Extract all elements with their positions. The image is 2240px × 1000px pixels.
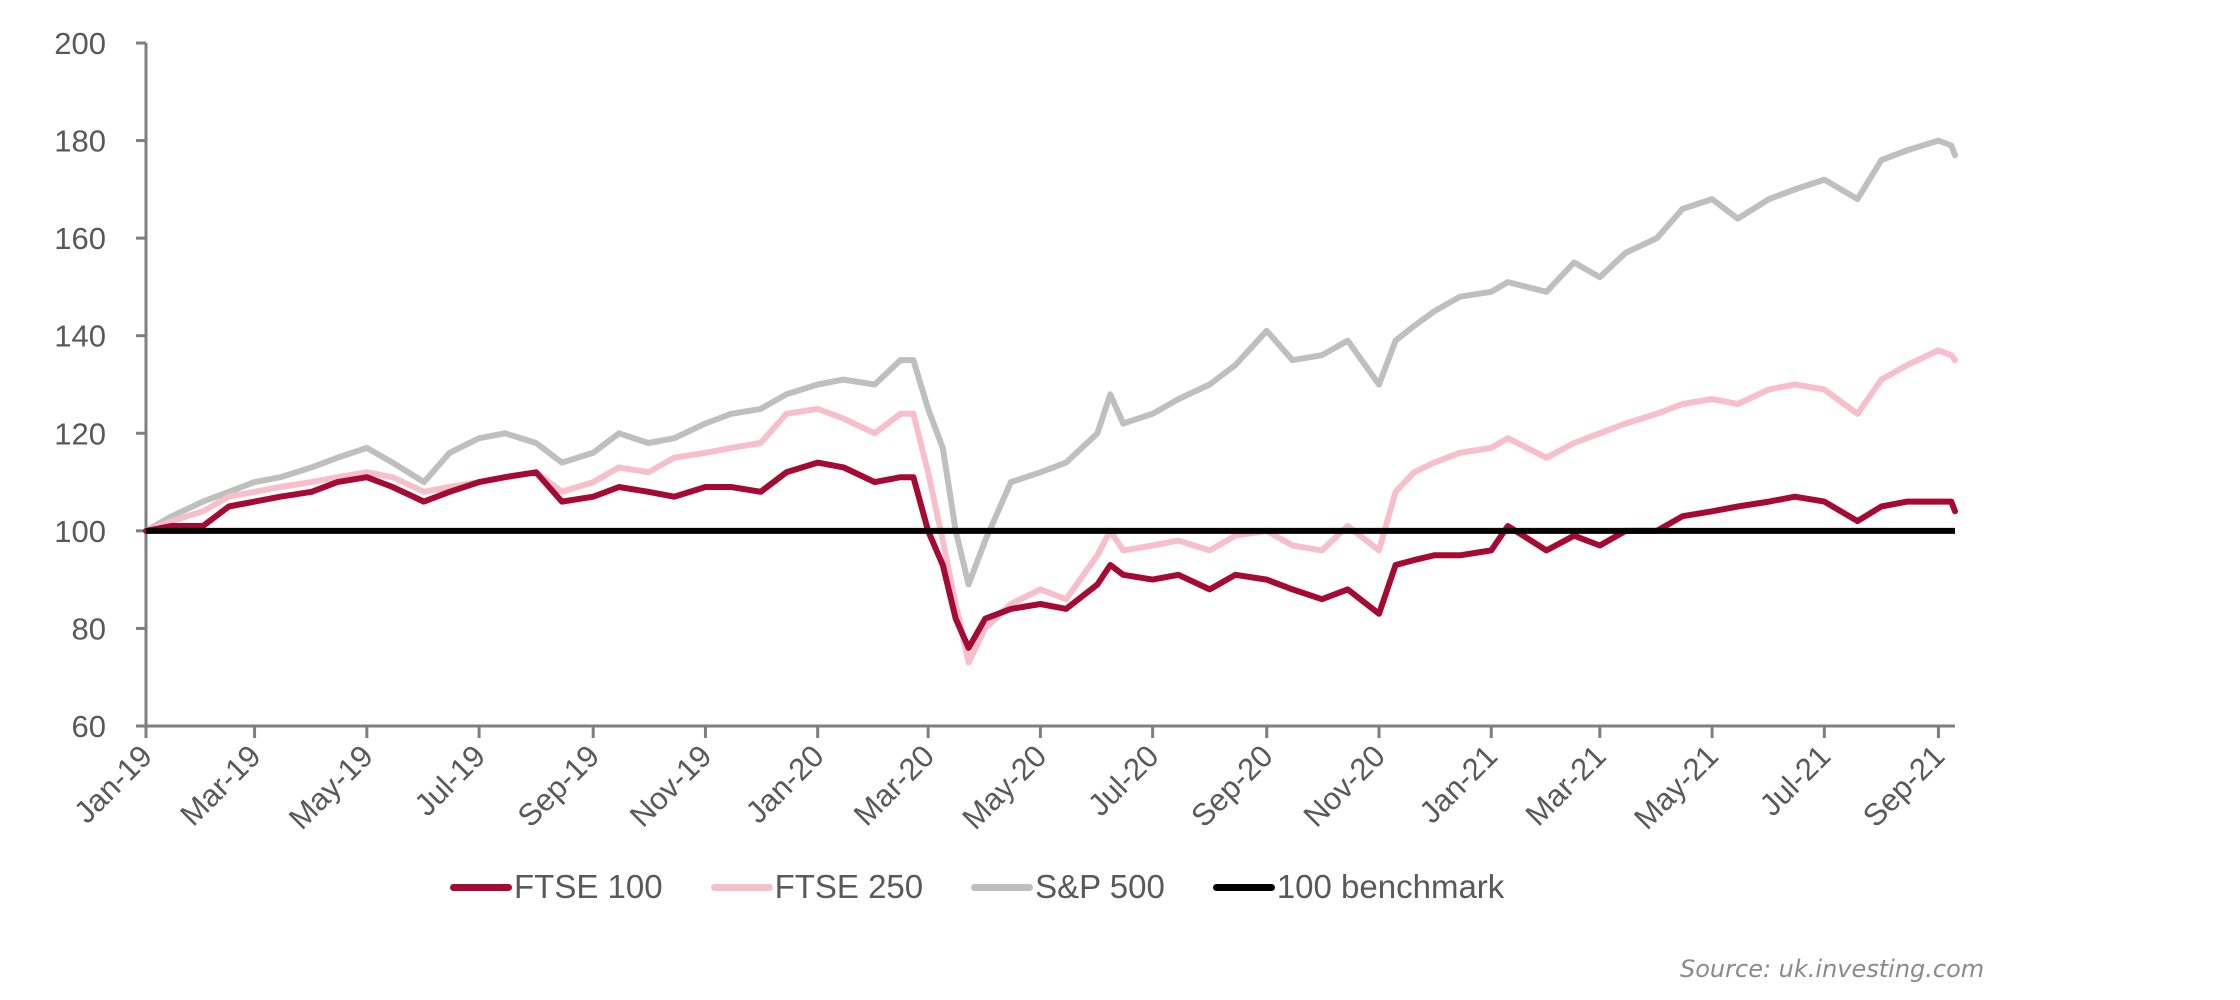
legend-item-sp500: S&P 500: [971, 868, 1165, 906]
x-tick-label: Mar-19: [173, 738, 267, 832]
legend-label-ftse250: FTSE 250: [774, 868, 924, 905]
y-tick-label: 120: [54, 416, 106, 451]
y-tick-label: 100: [54, 514, 106, 549]
x-tick-label: Jan-19: [67, 738, 159, 830]
source-note: Source: uk.investing.com: [1680, 955, 1985, 983]
x-tick-label: Sep-21: [1856, 738, 1951, 833]
x-tick-label: May-19: [282, 738, 380, 836]
legend-label-benchmark: 100 benchmark: [1276, 868, 1505, 905]
x-tick-label: Jul-21: [1753, 738, 1837, 822]
y-axis: 60 80 100 120 140 160 180 200: [54, 26, 148, 744]
x-tick-label: Mar-21: [1519, 738, 1613, 832]
legend-item-ftse250: FTSE 250: [710, 868, 924, 906]
y-tick-label: 60: [72, 709, 106, 744]
y-tick-label: 160: [54, 221, 106, 256]
series-line-sp500: [143, 137, 1958, 588]
legend-label-sp500: S&P 500: [1035, 868, 1165, 905]
legend-swatch-benchmark: [1212, 883, 1275, 891]
x-tick-label: Jan-21: [1412, 738, 1504, 830]
series-line-ftse250: [143, 347, 1958, 666]
x-tick-label: Sep-20: [1184, 738, 1279, 833]
x-tick-label: Nov-20: [1297, 738, 1392, 833]
x-tick-label: Nov-19: [623, 738, 718, 833]
x-tick-label: Sep-19: [511, 738, 606, 833]
x-tick-label: Jan-20: [739, 738, 831, 830]
legend-item-ftse100: FTSE 100: [450, 868, 663, 906]
x-tick-label: May-20: [955, 738, 1053, 836]
x-axis: Jan-19 Mar-19 May-19 Jul-19 Sep-19 Nov-19 Jan-…: [67, 724, 1955, 836]
legend-swatch-sp500: [971, 883, 1034, 891]
x-tick-label: Jul-19: [408, 738, 492, 822]
legend-label-ftse100: FTSE 100: [514, 868, 663, 905]
x-tick-label: Mar-20: [847, 738, 941, 832]
legend: FTSE 100 FTSE 250 S&P 500 100 benchmark: [450, 868, 1552, 906]
legend-swatch-ftse250: [710, 883, 773, 891]
y-tick-label: 140: [54, 319, 106, 354]
x-tick-label: Jul-20: [1081, 738, 1165, 822]
y-tick-label: 180: [54, 124, 106, 159]
x-tick-label: May-21: [1627, 738, 1725, 836]
legend-item-benchmark: 100 benchmark: [1212, 868, 1505, 906]
y-tick-label: 200: [54, 26, 106, 61]
series-layer: [143, 137, 1958, 666]
legend-swatch-ftse100: [450, 883, 512, 891]
line-chart: 60 80 100 120 140 160 180 200 Jan-19 Mar-19 May-1…: [54, 26, 1958, 836]
y-tick-label: 80: [72, 611, 106, 646]
